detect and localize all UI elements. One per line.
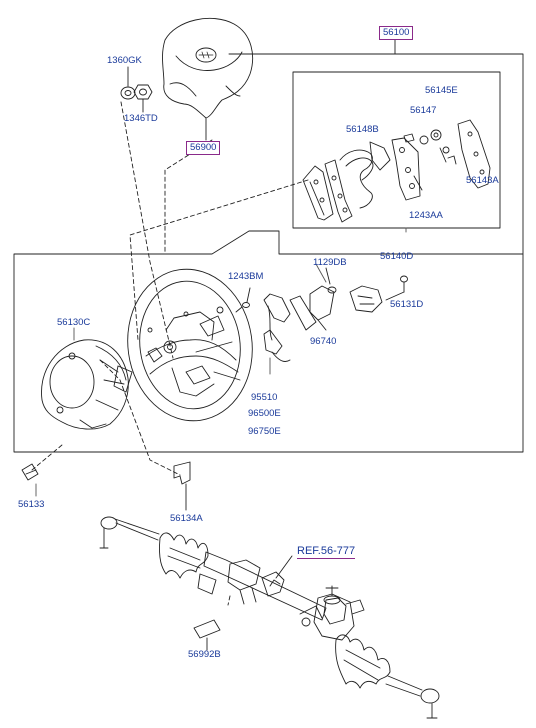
steering-gear	[99, 516, 440, 719]
airbag-module-56130C	[41, 339, 133, 430]
part-label-95510[interactable]: 95510	[251, 392, 278, 403]
airbag-cover-56900	[162, 17, 254, 141]
part-label-56148B[interactable]: 56148B	[346, 124, 379, 135]
part-label-56100[interactable]: 56100	[379, 26, 414, 40]
part-label-1243AA[interactable]: 1243AA	[409, 210, 443, 221]
inner-box-56140D	[292, 71, 501, 229]
clock-spring-plates	[302, 119, 491, 223]
part-label-56992B[interactable]: 56992B	[188, 649, 221, 660]
part-label-1346TD[interactable]: 1346TD	[124, 113, 158, 124]
part-label-56130C[interactable]: 56130C	[57, 317, 91, 328]
part-label-56900[interactable]: 56900	[186, 141, 221, 155]
assembly-frame	[13, 36, 524, 453]
bracket-56134A	[173, 461, 191, 511]
switch-56131D	[349, 275, 408, 313]
part-label-96740[interactable]: 96740	[310, 336, 337, 347]
part-label-56143A[interactable]: 56143A	[466, 175, 499, 186]
part-label-1360GK[interactable]: 1360GK	[107, 55, 142, 66]
nut-washer	[120, 66, 153, 113]
part-label-56140D[interactable]: 56140D	[380, 251, 414, 262]
remote-switch-96740	[263, 267, 337, 363]
part-label-56133[interactable]: 56133	[18, 499, 45, 510]
part-label-56131D[interactable]: 56131D	[390, 299, 424, 310]
label-plate-56992B	[193, 619, 221, 651]
part-label-56147[interactable]: 56147	[410, 105, 437, 116]
screw-1243BM	[235, 287, 251, 313]
leader-lines-dashed	[31, 101, 309, 606]
part-label-1129DB[interactable]: 1129DB	[313, 257, 347, 268]
part-label-56145E[interactable]: 56145E	[425, 85, 458, 96]
ref-label-56-777[interactable]: REF.56-777	[297, 545, 356, 559]
steering-wheel	[127, 268, 253, 422]
clip-56133	[21, 463, 39, 481]
part-label-1243BM[interactable]: 1243BM	[228, 271, 264, 282]
part-label-96500E[interactable]: 96500E	[248, 408, 281, 419]
part-label-56134A[interactable]: 56134A	[170, 513, 203, 524]
part-label-96750E[interactable]: 96750E	[248, 426, 281, 437]
leader-ticks	[35, 227, 407, 497]
